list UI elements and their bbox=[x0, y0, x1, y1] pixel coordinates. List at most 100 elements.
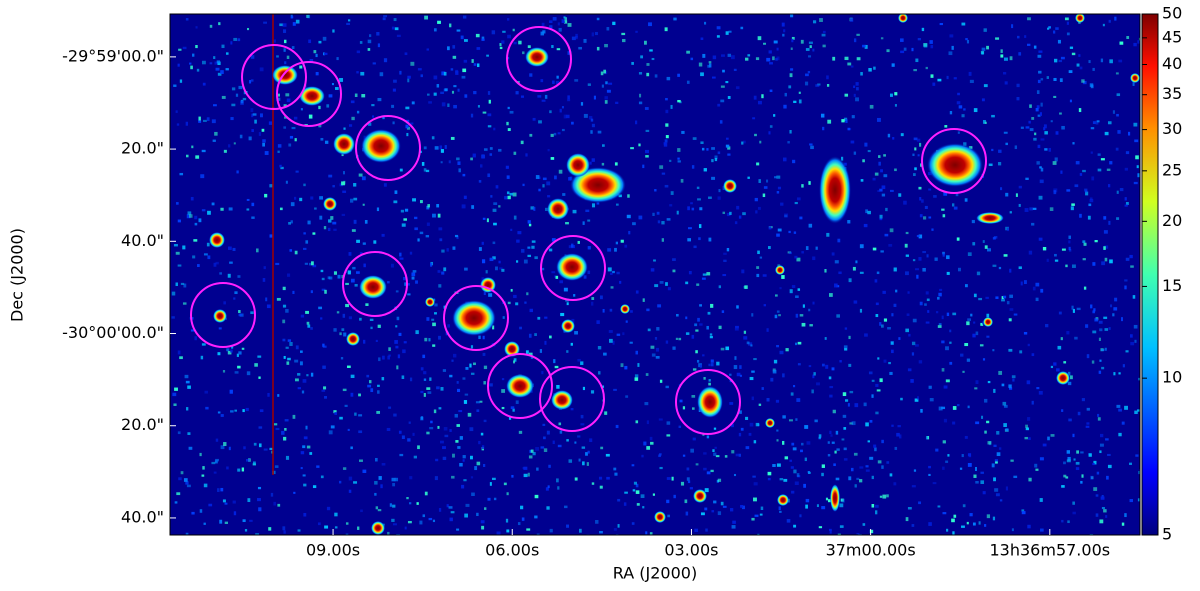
noise bbox=[299, 65, 303, 69]
noise bbox=[761, 94, 764, 99]
noise bbox=[753, 497, 757, 502]
noise bbox=[994, 488, 999, 492]
noise bbox=[775, 399, 780, 403]
noise bbox=[732, 520, 736, 524]
noise bbox=[894, 168, 897, 172]
noise bbox=[389, 503, 392, 507]
noise bbox=[258, 426, 263, 429]
noise bbox=[587, 450, 590, 454]
noise bbox=[646, 308, 650, 312]
noise bbox=[392, 121, 395, 125]
noise bbox=[422, 354, 426, 359]
noise bbox=[1133, 42, 1137, 47]
noise bbox=[1016, 96, 1020, 101]
noise bbox=[790, 47, 793, 50]
noise bbox=[966, 358, 971, 362]
noise bbox=[669, 204, 673, 207]
noise bbox=[540, 79, 544, 83]
noise bbox=[392, 482, 396, 487]
noise bbox=[777, 186, 782, 190]
noise bbox=[322, 365, 326, 369]
noise bbox=[318, 306, 323, 310]
noise bbox=[695, 350, 698, 354]
noise bbox=[549, 335, 552, 339]
noise bbox=[566, 439, 569, 442]
noise bbox=[1002, 72, 1007, 75]
noise bbox=[257, 498, 261, 502]
noise bbox=[725, 144, 730, 148]
noise bbox=[796, 257, 801, 262]
noise bbox=[699, 364, 702, 369]
noise bbox=[1031, 117, 1035, 120]
noise bbox=[768, 226, 772, 230]
noise bbox=[1008, 348, 1013, 352]
noise bbox=[852, 266, 856, 271]
noise bbox=[645, 149, 649, 154]
noise bbox=[717, 103, 721, 107]
noise bbox=[875, 314, 879, 318]
noise bbox=[835, 477, 840, 481]
noise bbox=[372, 115, 375, 118]
noise bbox=[314, 207, 317, 210]
noise bbox=[552, 80, 555, 84]
noise bbox=[354, 412, 357, 416]
noise bbox=[518, 40, 522, 45]
noise bbox=[334, 526, 338, 529]
noise bbox=[350, 100, 355, 104]
noise bbox=[501, 40, 505, 44]
noise bbox=[1085, 324, 1089, 328]
noise bbox=[928, 522, 932, 526]
noise bbox=[1121, 522, 1125, 526]
noise bbox=[586, 462, 589, 466]
noise bbox=[324, 52, 328, 55]
noise bbox=[919, 301, 923, 306]
noise bbox=[577, 240, 580, 244]
noise bbox=[686, 50, 690, 54]
noise bbox=[250, 55, 255, 59]
noise bbox=[801, 184, 804, 188]
noise bbox=[551, 271, 556, 274]
noise bbox=[478, 335, 481, 340]
noise bbox=[433, 28, 437, 32]
source bbox=[976, 212, 1004, 224]
noise bbox=[713, 427, 717, 430]
noise bbox=[634, 374, 639, 378]
noise bbox=[530, 449, 534, 453]
noise bbox=[343, 332, 347, 337]
noise bbox=[736, 372, 741, 377]
noise bbox=[666, 477, 671, 480]
noise bbox=[224, 502, 228, 505]
noise bbox=[214, 460, 218, 464]
noise bbox=[427, 204, 431, 208]
noise bbox=[898, 193, 902, 197]
noise bbox=[506, 492, 509, 496]
noise bbox=[847, 62, 852, 66]
noise bbox=[471, 59, 474, 63]
noise bbox=[403, 276, 406, 281]
noise bbox=[1113, 372, 1116, 376]
noise bbox=[1009, 56, 1013, 61]
noise bbox=[654, 284, 659, 288]
noise bbox=[834, 450, 837, 454]
noise bbox=[458, 168, 461, 173]
noise bbox=[1135, 454, 1139, 457]
noise bbox=[867, 210, 871, 215]
y-axis-label: Dec (J2000) bbox=[8, 228, 27, 322]
noise bbox=[681, 130, 685, 134]
noise bbox=[1056, 368, 1060, 372]
noise bbox=[757, 36, 762, 41]
noise bbox=[208, 503, 213, 507]
noise bbox=[583, 38, 587, 43]
noise bbox=[812, 20, 817, 24]
noise bbox=[1073, 458, 1076, 461]
noise bbox=[412, 432, 415, 436]
noise bbox=[308, 114, 313, 119]
noise bbox=[1025, 424, 1028, 428]
noise bbox=[177, 431, 181, 435]
noise bbox=[294, 359, 299, 363]
noise bbox=[249, 519, 253, 522]
noise bbox=[632, 489, 636, 492]
noise bbox=[827, 441, 830, 444]
noise bbox=[502, 30, 506, 33]
noise bbox=[706, 325, 709, 330]
